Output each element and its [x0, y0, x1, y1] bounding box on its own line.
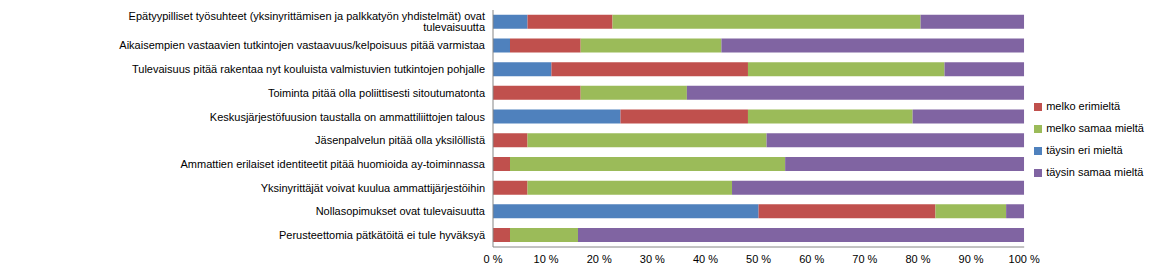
- svg-text:Perusteettomia pätkätöitä ei t: Perusteettomia pätkätöitä ei tule hyväks…: [279, 229, 486, 241]
- svg-text:70 %: 70 %: [852, 253, 877, 265]
- svg-text:Tulevaisuus pitää rakentaa nyt: Tulevaisuus pitää rakentaa nyt kouluista…: [132, 63, 485, 75]
- svg-text:20 %: 20 %: [587, 253, 612, 265]
- svg-text:100 %: 100 %: [1009, 253, 1040, 265]
- svg-text:Keskusjärjestöfuusion taustall: Keskusjärjestöfuusion taustalla on ammat…: [210, 111, 486, 123]
- svg-text:50 %: 50 %: [746, 253, 771, 265]
- svg-text:Yksinyrittäjät voivat kuulua a: Yksinyrittäjät voivat kuulua ammattijärj…: [261, 182, 485, 194]
- html-text:melko samaa mieltä: melko samaa mieltä: [1046, 121, 1144, 134]
- html-text:täysin samaa mieltä: täysin samaa mieltä: [1046, 165, 1144, 178]
- svg-text:Nollasopimukset ovat tulevaisu: Nollasopimukset ovat tulevaisuutta: [316, 205, 486, 217]
- svg-text:Aikaisempien vastaavien tutkin: Aikaisempien vastaavien tutkintojen vast…: [119, 39, 486, 51]
- svg-text:Toiminta pitää olla poliittise: Toiminta pitää olla poliittisesti sitout…: [268, 87, 486, 99]
- svg-text:60 %: 60 %: [799, 253, 824, 265]
- svg-text:Epätyypilliset työsuhteet (yks: Epätyypilliset työsuhteet (yksinyrittämi…: [129, 10, 486, 33]
- svg-text:0 %: 0 %: [484, 253, 503, 265]
- svg-text:30 %: 30 %: [640, 253, 665, 265]
- svg-text:40 %: 40 %: [693, 253, 718, 265]
- svg-text:Ammattien erilaiset identiteet: Ammattien erilaiset identiteetit pitää h…: [181, 158, 486, 170]
- svg-text:90 %: 90 %: [959, 253, 984, 265]
- html-text:melko erimieltä: melko erimieltä: [1046, 99, 1121, 112]
- svg-text:10 %: 10 %: [534, 253, 559, 265]
- svg-text:Jäsenpalvelun pitää olla yksil: Jäsenpalvelun pitää olla yksilöllistä: [315, 134, 486, 146]
- html-text:täysin eri mieltä: täysin eri mieltä: [1046, 143, 1123, 156]
- svg-text:80 %: 80 %: [905, 253, 930, 265]
